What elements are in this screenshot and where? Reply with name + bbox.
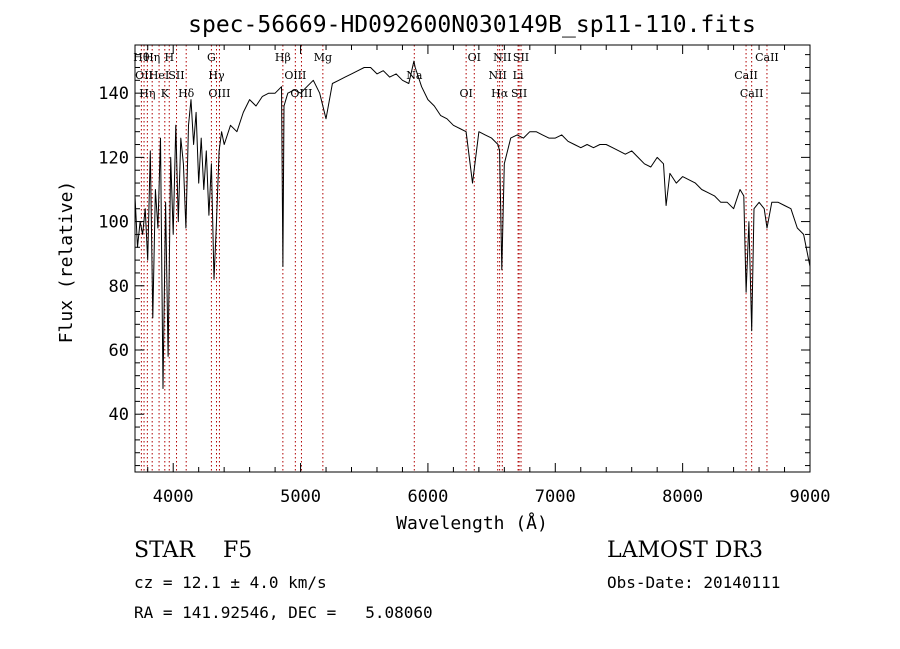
redshift-info: cz = 12.1 ± 4.0 km/s — [134, 573, 327, 592]
spectrum-line — [134, 60, 811, 389]
spectral-line-label: K — [161, 87, 170, 100]
y-tick-label: 120 — [98, 148, 129, 168]
spectral-line-label: OIII — [290, 87, 312, 100]
spectral-line-label: G — [207, 51, 216, 64]
y-tick-label: 140 — [98, 84, 129, 104]
spectral-line-markers — [140, 45, 768, 472]
spectral-line-label: H — [164, 51, 174, 64]
spectral-line-label: SII — [511, 87, 527, 100]
spectral-line-label: Hα — [491, 87, 509, 100]
spectral-line-label: OI — [468, 51, 481, 64]
x-tick-label: 7000 — [535, 487, 576, 507]
spectral-line-label: Hδ — [178, 87, 195, 100]
y-tick-label: 60 — [109, 341, 129, 361]
spectral-line-label: CaII — [755, 51, 779, 64]
spectral-line-label: CaII — [740, 87, 764, 100]
spectral-line-label: Hη — [139, 87, 155, 100]
y-tick-label: 100 — [98, 213, 129, 233]
x-tick-label: 6000 — [407, 487, 448, 507]
spectral-line-label: Hγ — [208, 69, 225, 82]
y-axis-label: Flux (relative) — [56, 181, 77, 344]
spectral-line-label: SII — [168, 69, 184, 82]
survey-name: LAMOST DR3 — [607, 538, 763, 563]
spectral-line-label: SII — [513, 51, 529, 64]
plot-frame — [134, 44, 811, 473]
spectral-line-label: OII — [135, 69, 153, 82]
spectral-line-label: OI — [459, 87, 472, 100]
spectrum-series — [134, 60, 811, 389]
spectral-line-label: NII — [493, 51, 511, 64]
axes-ticks: 4000 5000 6000 7000 8000 9000 40 60 80 100 120 140 — [98, 45, 830, 507]
spectral-line-label: Na — [406, 69, 423, 82]
coordinates: RA = 141.92546, DEC = 5.08060 — [134, 603, 433, 622]
x-tick-label: 4000 — [153, 487, 194, 507]
spectral-line-label: Hβ — [275, 51, 291, 64]
y-tick-label: 80 — [109, 277, 129, 297]
x-tick-label: 8000 — [662, 487, 703, 507]
object-class: STAR F5 — [134, 538, 253, 563]
spectral-line-labels: HθOIIHηHηHeIKHSIIHδGHγOIIIHβOIIIOIIIMgNa… — [133, 51, 779, 100]
spectral-line-label: Hη — [144, 51, 160, 64]
x-tick-label: 5000 — [280, 487, 321, 507]
spectral-line-label: CaII — [734, 69, 758, 82]
x-tick-label: 9000 — [790, 487, 831, 507]
spectral-line-label: NII — [489, 69, 507, 82]
spectral-line-label: OIII — [208, 87, 230, 100]
spectral-line-label: Li — [513, 69, 524, 82]
x-axis-label: Wavelength (Å) — [396, 512, 548, 534]
spectral-line-label: Mg — [314, 51, 332, 64]
spectral-line-label: HeI — [149, 69, 169, 82]
y-tick-label: 40 — [109, 405, 129, 425]
spectral-line-label: OIII — [284, 69, 306, 82]
chart-title: spec-56669-HD092600N030149B_sp11-110.fit… — [188, 12, 756, 38]
observation-date: Obs-Date: 20140111 — [607, 573, 781, 592]
